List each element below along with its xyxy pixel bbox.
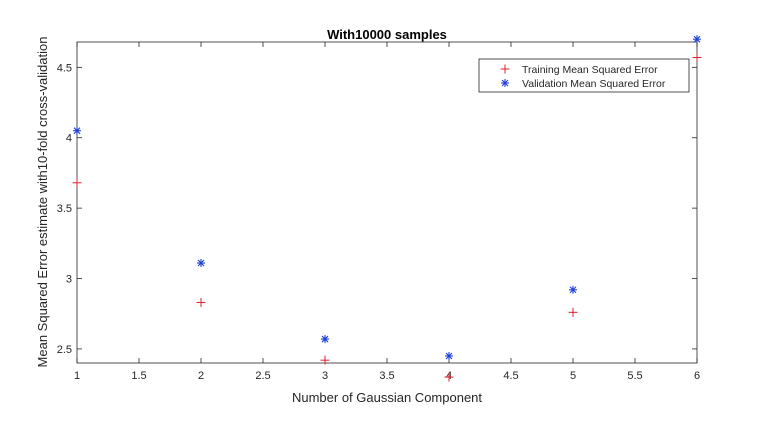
x-tick-label: 5 — [570, 370, 576, 382]
x-tick-label: 3 — [322, 370, 328, 382]
y-tick-label: 3 — [66, 274, 72, 286]
data-points — [72, 35, 702, 382]
x-tick-label: 2.5 — [255, 370, 270, 382]
y-tick-label: 4 — [66, 133, 72, 145]
legend-entry-label: Validation Mean Squared Error — [522, 78, 666, 90]
x-axis-label: Number of Gaussian Component — [292, 390, 482, 405]
legend-marker-training — [500, 64, 510, 74]
x-tick-label: 1.5 — [131, 370, 146, 382]
training-point — [196, 297, 206, 307]
chart-title: With10000 samples — [327, 27, 447, 42]
y-axis-ticks: 2.5 3 3.5 4 4.5 — [57, 62, 697, 356]
x-tick-label: 2 — [198, 370, 204, 382]
y-tick-label: 2.5 — [57, 344, 72, 356]
plot-background — [77, 42, 697, 363]
y-tick-label: 4.5 — [57, 62, 72, 74]
x-tick-label: 1 — [74, 370, 80, 382]
x-tick-label: 5.5 — [627, 370, 642, 382]
x-tick-label: 4.5 — [503, 370, 518, 382]
x-tick-label: 6 — [694, 370, 700, 382]
validation-point — [445, 351, 453, 360]
y-tick-label: 3.5 — [57, 203, 72, 215]
legend-entry-label: Training Mean Squared Error — [522, 64, 658, 76]
training-point — [444, 372, 454, 382]
validation-point — [321, 335, 329, 344]
y-axis-label: Mean Squared Error estimate with10-fold … — [35, 37, 50, 368]
validation-point — [693, 35, 701, 44]
plot-frame — [76, 41, 698, 364]
training-point — [692, 52, 702, 62]
training-point — [72, 178, 82, 188]
legend-box — [478, 58, 690, 93]
x-tick-label: 3.5 — [379, 370, 394, 382]
validation-point — [73, 126, 81, 135]
legend-marker-validation — [501, 79, 509, 87]
training-point — [320, 355, 330, 365]
training-point — [568, 307, 578, 317]
validation-point — [197, 259, 205, 268]
legend: Training Mean Squared Error Validation Me… — [478, 58, 690, 93]
validation-point — [569, 285, 577, 294]
